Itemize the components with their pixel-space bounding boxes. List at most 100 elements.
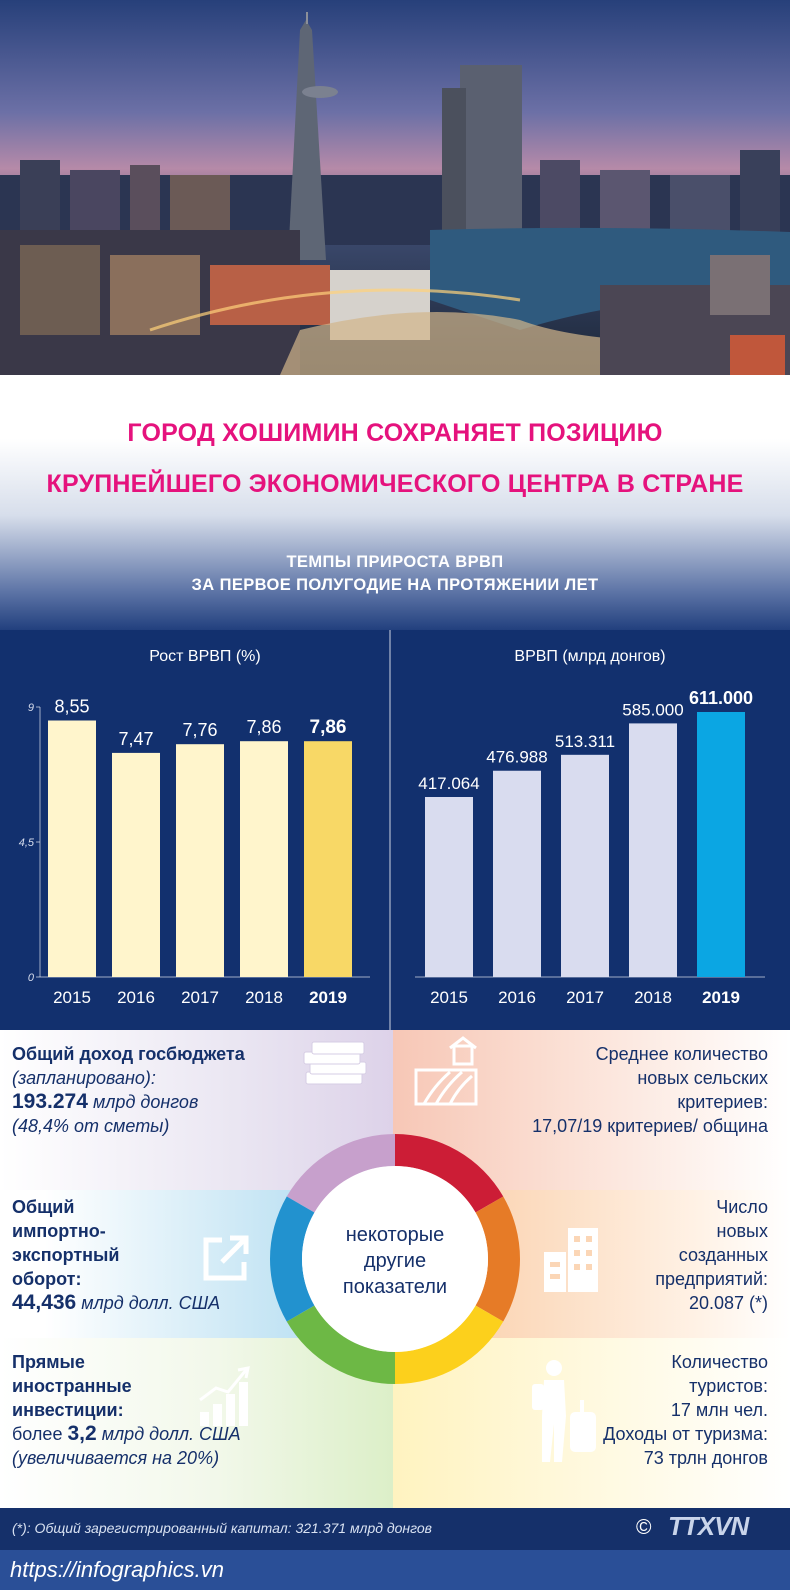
farm-icon <box>414 1036 478 1106</box>
copyright-mark: © <box>636 1516 652 1539</box>
fdi-prefix: более <box>12 1424 63 1444</box>
ring-center-disc <box>302 1166 488 1352</box>
bar-2019 <box>304 741 352 977</box>
category-label-2017: 2017 <box>566 988 604 1007</box>
rural-line3: критериев: <box>677 1092 768 1112</box>
enterprises-line3: созданных <box>678 1245 768 1265</box>
ring-segment-1 <box>286 1134 395 1213</box>
fdi-value: 3,2 <box>67 1422 97 1445</box>
center-label-line2: другие <box>363 1250 427 1272</box>
buildings-icon <box>544 1228 598 1292</box>
rural-line2: новых сельских <box>637 1068 768 1088</box>
charts-area: Рост ВРВП (%) ВРВП (млрд донгов) 0 4,5 9 8,… <box>0 630 790 1030</box>
category-label-2015: 2015 <box>53 988 91 1007</box>
budget-value: 193.274 <box>12 1090 88 1113</box>
trade-line3: экспортный <box>12 1245 120 1265</box>
quad-bottom-left <box>0 1338 393 1508</box>
data-label-2018: 585.000 <box>622 700 683 719</box>
fdi-unit: млрд долл. США <box>101 1424 241 1444</box>
center-label-line3: показатели <box>342 1276 448 1298</box>
trade-value: 44,436 <box>12 1291 77 1314</box>
budget-note: (запланировано): <box>12 1068 156 1088</box>
indicator-tourism: Количество туристов: 17 млн чел. Доходы … <box>548 1350 768 1470</box>
chart2: 417.064 2015 476.988 2016 513.311 2017 585.000… <box>415 688 765 1007</box>
data-label-2017: 513.311 <box>555 732 615 751</box>
indicator-trade: Общий импортно- экспортный оборот: 44,43… <box>12 1195 292 1315</box>
y-tick-label: 0 <box>28 972 35 984</box>
data-label-2018: 7,86 <box>246 717 281 737</box>
fdi-value-line: более 3,2 млрд долл. США <box>12 1422 312 1446</box>
title-area: ГОРОД ХОШИМИН СОХРАНЯЕТ ПОЗИЦИЮ КРУПНЕЙШ… <box>0 375 790 630</box>
data-label-2019: 611.000 <box>689 688 753 708</box>
enterprises-line1: Число <box>716 1197 768 1217</box>
center-label-line1: некоторые <box>345 1224 445 1246</box>
budget-extra: (48,4% от сметы) <box>12 1116 170 1136</box>
y-tick-label: 9 <box>28 702 34 714</box>
budget-title: Общий доход госбюджета <box>12 1044 245 1064</box>
bar-2015 <box>48 720 96 977</box>
bar-2015 <box>425 797 473 977</box>
site-url[interactable]: https://infographics.vn <box>10 1557 225 1582</box>
url-bar: https://infographics.vn <box>0 1550 790 1590</box>
enterprises-value: 20.087 (*) <box>688 1293 768 1313</box>
subtitle-line1: ТЕМПЫ ПРИРОСТА ВРВП <box>286 553 504 571</box>
data-label-2015: 8,55 <box>54 697 89 717</box>
fdi-extra: (увеличивается на 20%) <box>12 1448 220 1468</box>
category-label-2016: 2016 <box>498 988 536 1007</box>
indicator-fdi: Прямые иностранные инвестиции: более 3,2… <box>12 1350 312 1470</box>
data-label-2015: 417.064 <box>418 774 479 793</box>
indicator-rural: Среднее количество новых сельских критер… <box>470 1042 768 1138</box>
footnote-bar: (*): Общий зарегистрированный капитал: 3… <box>0 1508 790 1550</box>
bar-2018 <box>240 741 288 977</box>
growth-chart-icon <box>199 1366 250 1426</box>
chart1: 0 4,5 9 8,55 2015 7,47 2016 7,76 2017 7,86 2018 7,8… <box>19 697 370 1007</box>
category-label-2019: 2019 <box>702 988 740 1007</box>
ring-segment-5 <box>286 1305 395 1384</box>
fdi-line2: иностранные <box>12 1376 132 1396</box>
bar-2017 <box>176 744 224 977</box>
bar-2017 <box>561 754 609 977</box>
y-tick-label: 4,5 <box>19 837 35 849</box>
indicator-enterprises: Число новых созданных предприятий: 20.08… <box>560 1195 768 1315</box>
trade-unit: млрд долл. США <box>81 1293 221 1313</box>
trade-line2: импортно- <box>12 1221 106 1241</box>
tourism-line4: Доходы от туризма: <box>603 1424 768 1444</box>
tourism-line1: Количество <box>671 1352 768 1372</box>
data-label-2016: 7,47 <box>118 729 153 749</box>
indicators-ring-svg <box>270 1134 520 1384</box>
ring-segment-3 <box>475 1196 520 1322</box>
indicator-budget: Общий доход госбюджета (запланировано): … <box>12 1042 302 1138</box>
ring-segment-4 <box>395 1305 504 1384</box>
budget-value-line: 193.274 млрд донгов <box>12 1090 302 1114</box>
ring-segment-6 <box>270 1196 315 1322</box>
money-stack-icon <box>303 1041 367 1085</box>
bar-2016 <box>112 752 160 977</box>
fdi-line3: инвестиции: <box>12 1400 124 1420</box>
data-label-2016: 476.988 <box>486 748 547 767</box>
trade-line1: Общий <box>12 1197 75 1217</box>
footnote: (*): Общий зарегистрированный капитал: 3… <box>12 1520 432 1536</box>
trade-value-line: 44,436 млрд долл. США <box>12 1291 292 1315</box>
center-label: некоторые другие показатели <box>302 1222 488 1300</box>
ttxvn-logo: TTXVN <box>668 1511 749 1541</box>
enterprises-line4: предприятий: <box>655 1269 768 1289</box>
bar-2018 <box>629 723 677 977</box>
subtitle-line2: ЗА ПЕРВОЕ ПОЛУГОДИЕ НА ПРОТЯЖЕНИИ ЛЕТ <box>191 576 599 594</box>
category-label-2018: 2018 <box>245 988 283 1007</box>
category-label-2015: 2015 <box>430 988 468 1007</box>
tourism-line5: 73 трлн донгов <box>643 1448 768 1468</box>
indicator-ring <box>270 1134 520 1384</box>
quad-mid-left <box>0 1190 300 1338</box>
category-label-2019: 2019 <box>309 988 347 1007</box>
category-label-2016: 2016 <box>117 988 155 1007</box>
main-title-line1: ГОРОД ХОШИМИН СОХРАНЯЕТ ПОЗИЦИЮ <box>127 419 663 447</box>
ring-segment-2 <box>395 1134 504 1213</box>
bar-2016 <box>493 770 541 977</box>
indicators-area: некоторые другие показатели <box>0 1030 790 1508</box>
enterprises-line2: новых <box>716 1221 768 1241</box>
data-label-2017: 7,76 <box>182 720 217 740</box>
trade-line4: оборот: <box>12 1269 82 1289</box>
rural-line1: Среднее количество <box>595 1044 768 1064</box>
chart1-title: Рост ВРВП (%) <box>149 648 261 665</box>
